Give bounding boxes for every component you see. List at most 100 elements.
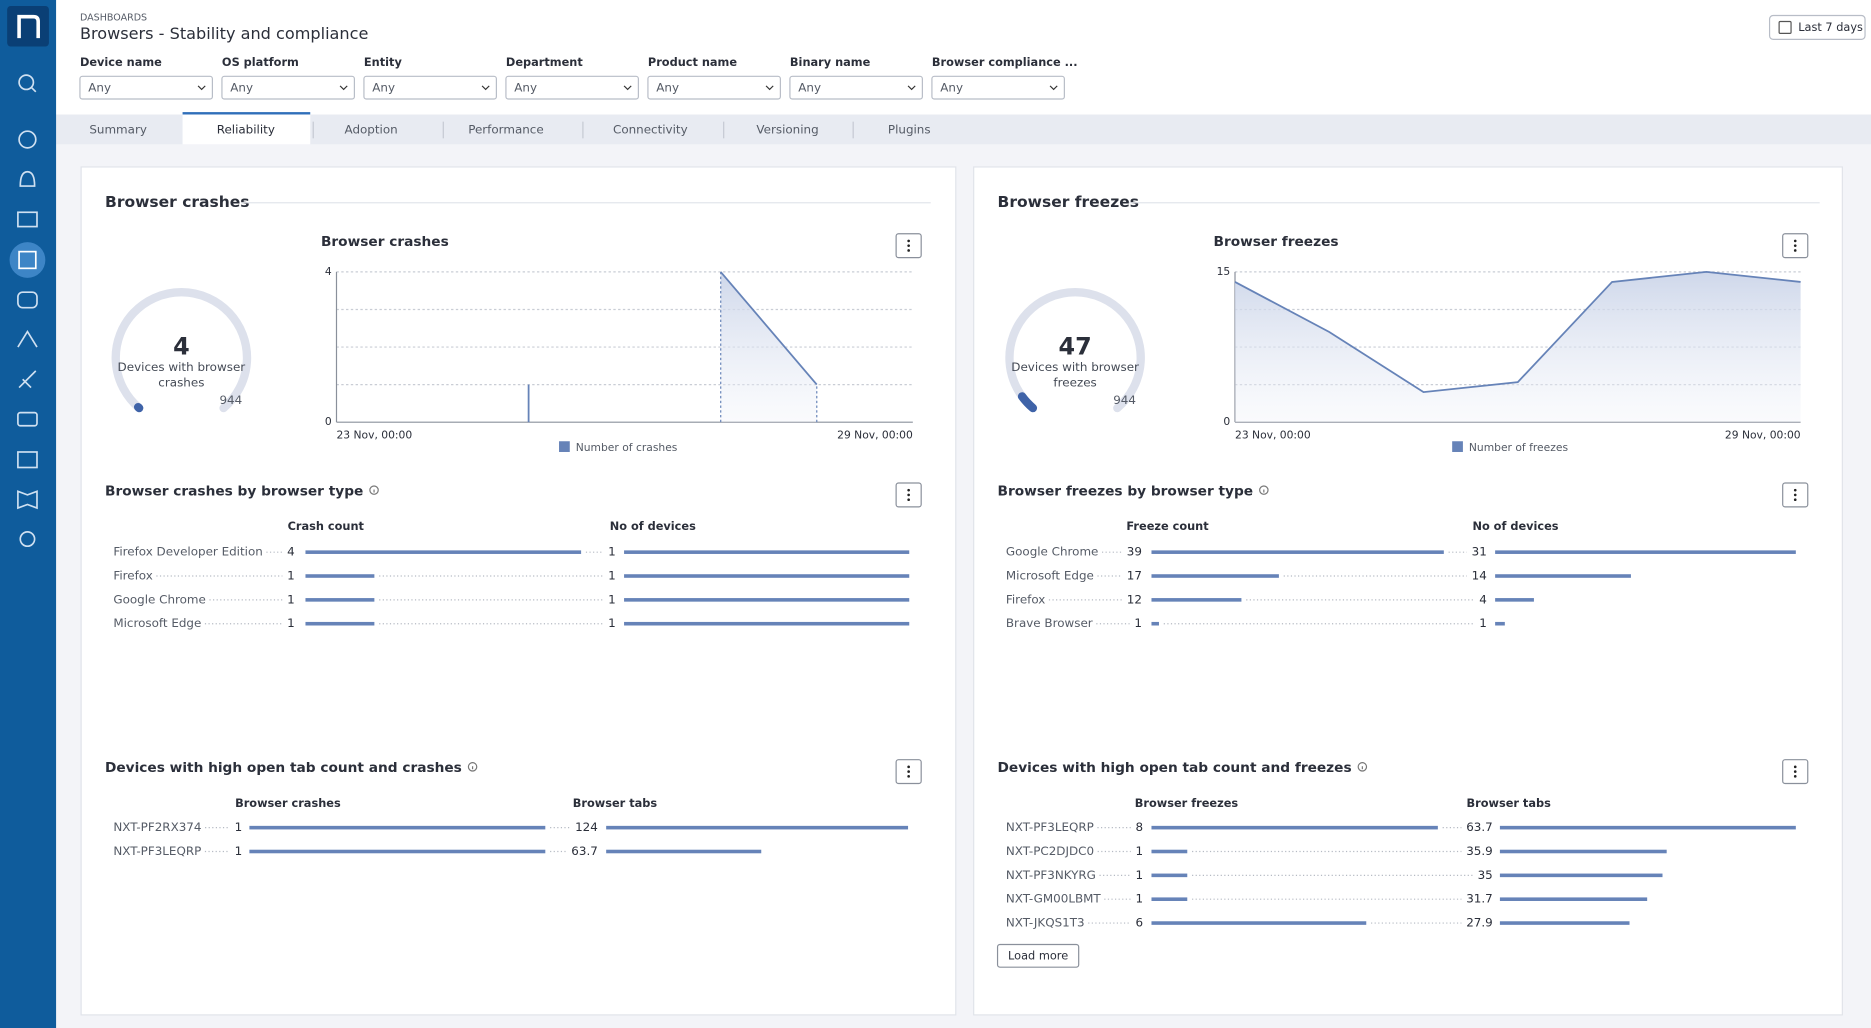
kebab-dot xyxy=(907,765,910,769)
filter-value: Any xyxy=(514,81,537,95)
row-label: Firefox xyxy=(1006,592,1045,606)
explore-icon[interactable] xyxy=(18,130,37,149)
remote-icon[interactable] xyxy=(17,329,38,348)
bar xyxy=(1495,621,1505,626)
filter-dropdown[interactable] xyxy=(363,75,497,100)
filter-dropdown[interactable] xyxy=(931,75,1065,100)
row-label: NXT-GM00LBMT xyxy=(1006,892,1102,906)
row-value: 1 xyxy=(1134,616,1142,630)
filter-label: Department xyxy=(506,55,583,69)
row-label: NXT-JKQS1T3 xyxy=(1006,916,1085,930)
bar xyxy=(1151,921,1367,925)
info-icon[interactable] xyxy=(467,762,478,772)
row-value: 1 xyxy=(287,592,295,606)
x-tick-label: 29 Nov, 00:00 xyxy=(1725,428,1801,441)
tab[interactable]: Summary xyxy=(89,122,147,136)
row-value: 4 xyxy=(1479,592,1487,606)
filter-value: Any xyxy=(372,81,395,95)
load-more-button[interactable] xyxy=(996,943,1080,968)
row-label: NXT-PC2DJDC0 xyxy=(1006,844,1094,858)
row-value: 14 xyxy=(1472,569,1487,583)
tab[interactable]: Versioning xyxy=(756,122,818,136)
bar xyxy=(1151,621,1159,626)
filter-dropdown[interactable] xyxy=(505,75,639,100)
chevron xyxy=(197,85,206,91)
chat-icon[interactable] xyxy=(17,411,38,427)
bar xyxy=(305,574,375,578)
gauge-label-box: Devices with browser crashes xyxy=(118,361,246,390)
info-icon[interactable] xyxy=(1357,762,1368,772)
bar xyxy=(1151,897,1188,901)
library-icon[interactable] xyxy=(17,490,38,510)
filter-value: Any xyxy=(656,81,679,95)
tab[interactable]: Reliability xyxy=(217,122,275,136)
settings-icon[interactable] xyxy=(19,531,36,548)
column-header: Browser tabs xyxy=(1466,796,1551,810)
campaign-icon[interactable] xyxy=(18,370,37,389)
chevron xyxy=(1049,85,1058,91)
bar xyxy=(606,825,909,830)
tab[interactable]: Connectivity xyxy=(613,122,688,136)
filter-value: Any xyxy=(798,81,821,95)
bar xyxy=(1499,873,1663,878)
gauge-fill xyxy=(1017,392,1038,413)
tab[interactable]: Adoption xyxy=(345,122,398,136)
bar xyxy=(1151,574,1279,578)
table-title: Browser freezes by browser type xyxy=(998,483,1254,499)
monitor-icon[interactable] xyxy=(17,211,38,228)
bar xyxy=(1499,921,1630,925)
row-value: 35.9 xyxy=(1466,844,1493,858)
filter-dropdown[interactable] xyxy=(647,75,781,100)
legend-swatch xyxy=(1452,441,1463,452)
legend-swatch xyxy=(559,441,570,452)
kebab-dot xyxy=(907,249,910,252)
dashboards-icon-active[interactable] xyxy=(9,242,46,278)
row-value: 1 xyxy=(1136,868,1144,882)
row-label: Brave Browser xyxy=(1006,616,1093,630)
nav-icons xyxy=(17,74,38,548)
column-header: Crash count xyxy=(288,519,365,533)
filter-label: Product name xyxy=(648,55,737,69)
column-header: Browser freezes xyxy=(1135,796,1239,810)
date-range-button[interactable] xyxy=(1768,14,1866,40)
filter-dropdown[interactable] xyxy=(79,75,213,100)
gauge-track xyxy=(111,288,252,413)
kebab-dot xyxy=(1793,488,1797,492)
row-value: 1 xyxy=(287,569,295,583)
kebab-dot xyxy=(907,498,910,502)
column-header: No of devices xyxy=(610,519,696,533)
legend-label: Number of crashes xyxy=(576,441,678,454)
info-icon[interactable] xyxy=(1259,485,1269,495)
filter-dropdown[interactable] xyxy=(221,75,355,100)
chart-title: Browser freezes xyxy=(1214,234,1339,250)
x-tick-label: 23 Nov, 00:00 xyxy=(1235,428,1311,441)
row-value: 31 xyxy=(1472,545,1487,559)
chevron xyxy=(481,85,490,91)
tab[interactable]: Performance xyxy=(468,122,543,136)
row-label: NXT-PF3NKYRG xyxy=(1006,868,1096,882)
filter-dropdown[interactable] xyxy=(789,75,923,100)
legend-label: Number of freezes xyxy=(1469,441,1569,454)
tab[interactable]: Plugins xyxy=(888,122,931,136)
row-value: 1 xyxy=(608,545,616,559)
kebab-dot xyxy=(907,244,910,247)
logo[interactable] xyxy=(7,5,49,47)
x-tick-label: 23 Nov, 00:00 xyxy=(336,428,412,441)
info-icon[interactable] xyxy=(369,485,379,495)
gauge-total: 944 xyxy=(1113,393,1136,407)
column-header: No of devices xyxy=(1472,519,1558,533)
alerts-icon[interactable] xyxy=(19,170,36,187)
kebab-dot xyxy=(1793,775,1797,778)
filter-value: Any xyxy=(230,81,253,95)
y-tick-label: 4 xyxy=(325,265,332,278)
row-value: 4 xyxy=(287,545,295,559)
row-label: NXT-PF3LEQRP xyxy=(1006,820,1094,834)
bar xyxy=(1499,897,1648,901)
table-title: Browser crashes by browser type xyxy=(105,483,363,499)
search-icon[interactable] xyxy=(18,74,35,91)
filter-label: OS platform xyxy=(222,55,299,69)
load-more-label: Load more xyxy=(1008,948,1068,962)
investigate-icon[interactable] xyxy=(17,291,38,309)
report-icon[interactable] xyxy=(17,451,38,469)
